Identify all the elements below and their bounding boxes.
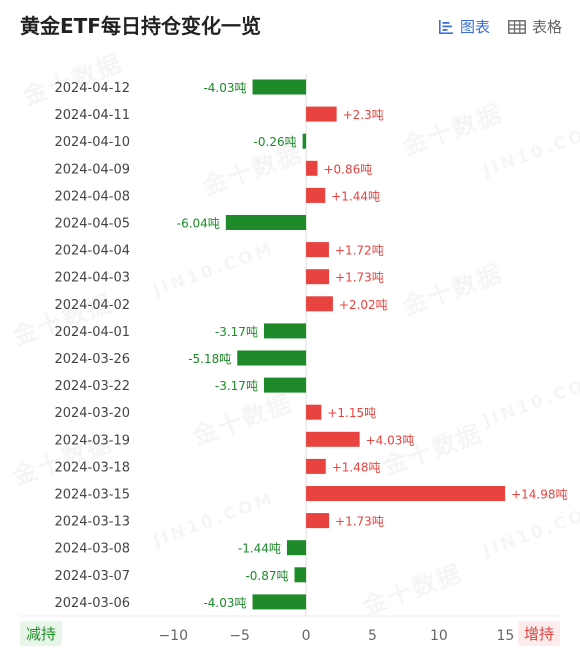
data-label: +14.98吨 bbox=[511, 488, 567, 502]
bar bbox=[306, 431, 360, 447]
category-label: 2024-04-03 bbox=[54, 271, 130, 286]
category-label: 2024-03-19 bbox=[54, 433, 130, 448]
data-label: +0.86吨 bbox=[323, 162, 372, 176]
category-label: 2024-04-01 bbox=[54, 325, 130, 340]
increase-legend-label: 增持 bbox=[517, 621, 560, 646]
data-label: +1.48吨 bbox=[332, 460, 381, 474]
data-label: +1.73吨 bbox=[335, 271, 384, 285]
data-label: -3.17吨 bbox=[215, 325, 258, 339]
bar bbox=[306, 513, 330, 529]
category-label: 2024-04-11 bbox=[54, 108, 130, 123]
x-tick-label: 10 bbox=[430, 628, 448, 644]
chart-icon bbox=[438, 19, 454, 35]
bar bbox=[306, 269, 330, 285]
x-tick-label: 0 bbox=[302, 628, 311, 644]
data-label: -6.04吨 bbox=[177, 217, 220, 231]
category-label: 2024-03-18 bbox=[54, 460, 130, 475]
bar bbox=[263, 323, 307, 339]
data-label: -0.87吨 bbox=[245, 569, 288, 583]
data-label: +1.44吨 bbox=[331, 189, 380, 203]
data-label: -3.17吨 bbox=[215, 379, 258, 393]
bar bbox=[252, 79, 307, 95]
x-tick-label: 5 bbox=[368, 628, 377, 644]
category-label: 2024-04-09 bbox=[54, 162, 130, 177]
bar bbox=[302, 133, 307, 149]
category-label: 2024-03-06 bbox=[54, 596, 130, 611]
category-label: 2024-03-26 bbox=[54, 352, 130, 367]
bar bbox=[306, 458, 326, 474]
bar bbox=[306, 296, 333, 312]
bar bbox=[286, 540, 307, 556]
data-label: +4.03吨 bbox=[366, 433, 415, 447]
x-tick-label: −10 bbox=[158, 628, 188, 644]
category-label: 2024-04-05 bbox=[54, 217, 130, 232]
data-label: -1.44吨 bbox=[238, 542, 281, 556]
bar bbox=[252, 594, 307, 610]
category-label: 2024-04-04 bbox=[54, 244, 130, 259]
category-label: 2024-04-02 bbox=[54, 298, 130, 313]
category-label: 2024-03-13 bbox=[54, 515, 130, 530]
category-label: 2024-03-15 bbox=[54, 488, 130, 503]
bar bbox=[237, 350, 307, 366]
data-label: +2.02吨 bbox=[339, 298, 388, 312]
category-label: 2024-03-20 bbox=[54, 406, 130, 421]
bar bbox=[306, 160, 318, 176]
decrease-legend-label: 减持 bbox=[20, 621, 63, 646]
data-label: +1.73吨 bbox=[335, 515, 384, 529]
bar bbox=[306, 404, 322, 420]
view-tabs: 图表 表格 bbox=[438, 16, 562, 37]
table-icon bbox=[508, 19, 526, 34]
data-label: -0.26吨 bbox=[254, 135, 297, 149]
data-label: -4.03吨 bbox=[203, 596, 246, 610]
page-title: 黄金ETF每日持仓变化一览 bbox=[20, 14, 261, 38]
category-label: 2024-03-22 bbox=[54, 379, 130, 394]
category-label: 2024-04-08 bbox=[54, 189, 130, 204]
category-label: 2024-04-10 bbox=[54, 135, 130, 150]
tab-chart[interactable]: 图表 bbox=[438, 16, 490, 37]
bar bbox=[306, 187, 326, 203]
bar bbox=[225, 215, 307, 230]
category-label: 2024-03-07 bbox=[54, 569, 130, 584]
x-tick-label: −5 bbox=[229, 628, 250, 644]
data-label: +1.72吨 bbox=[335, 244, 384, 258]
x-tick-label: 15 bbox=[496, 628, 514, 644]
data-label: -4.03吨 bbox=[203, 81, 246, 95]
bar bbox=[306, 486, 506, 501]
bar bbox=[306, 106, 337, 122]
tab-table-label: 表格 bbox=[531, 18, 562, 36]
data-label: +1.15吨 bbox=[327, 406, 376, 420]
tab-chart-label: 图表 bbox=[459, 18, 490, 36]
data-label: +2.3吨 bbox=[343, 108, 384, 122]
category-label: 2024-03-08 bbox=[54, 542, 130, 557]
tab-table[interactable]: 表格 bbox=[508, 16, 562, 37]
bar bbox=[263, 377, 307, 393]
bar bbox=[294, 567, 307, 583]
category-label: 2024-04-12 bbox=[54, 81, 130, 96]
bar bbox=[306, 242, 329, 258]
data-label: -5.18吨 bbox=[188, 352, 231, 366]
